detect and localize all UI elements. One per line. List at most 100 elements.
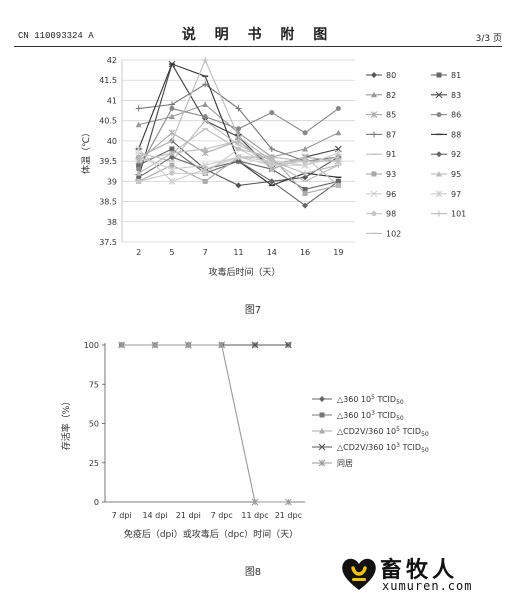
- data-point: [235, 153, 242, 161]
- legend-swatch-marker: [371, 171, 377, 177]
- heart-logo-icon: [342, 558, 376, 590]
- data-point: [302, 154, 309, 160]
- legend-label: 80: [386, 71, 396, 80]
- legend-label: 98: [386, 210, 396, 219]
- legend-label: 82: [386, 91, 396, 100]
- y-tick-label: 50: [89, 420, 99, 429]
- y-tick-label: 25: [89, 459, 99, 468]
- legend-label: △CD2V/360 103 TCID50: [337, 442, 429, 454]
- legend-item-82: 82: [366, 91, 396, 100]
- legend-swatch-marker: [318, 443, 326, 451]
- legend-item-97: 97: [431, 190, 461, 199]
- legend-item-3: △CD2V/360 103 TCID50: [312, 442, 429, 454]
- series-86: [136, 106, 341, 172]
- data-point: [168, 101, 175, 108]
- legend-label: 96: [386, 190, 396, 199]
- series-102: [135, 128, 342, 162]
- legend-swatch-marker: [436, 151, 442, 158]
- legend-swatch-marker: [370, 111, 378, 118]
- legend-label: 95: [451, 170, 461, 179]
- legend-item-4: 同居: [312, 459, 353, 468]
- data-point: [302, 186, 308, 192]
- legend-label: 85: [386, 111, 396, 120]
- legend-item-95: 95: [431, 170, 461, 179]
- data-point: [251, 341, 259, 349]
- legend-swatch-marker: [318, 459, 326, 467]
- logo-domain-text: xumuren.com: [382, 579, 473, 593]
- legend-item-92: 92: [431, 150, 461, 159]
- legend-item-0: △360 105 TCID50: [312, 394, 404, 406]
- legend-swatch-marker: [319, 428, 325, 434]
- data-point: [168, 177, 176, 185]
- data-point: [202, 81, 209, 88]
- data-point: [251, 498, 259, 506]
- data-point: [269, 110, 275, 116]
- data-point: [236, 126, 241, 132]
- legend-item-1: △360 103 TCID50: [312, 410, 404, 422]
- data-point: [284, 341, 292, 349]
- data-point: [302, 145, 309, 152]
- y-tick-label: 42: [107, 56, 117, 65]
- legend-item-88: 88: [431, 130, 461, 139]
- x-tick-label: 5: [169, 248, 174, 257]
- data-point: [335, 149, 342, 157]
- legend-label: 93: [386, 170, 396, 179]
- survival-line: [121, 344, 289, 503]
- data-point: [168, 137, 175, 144]
- legend-label: △360 105 TCID50: [337, 394, 404, 406]
- x-tick-label: 16: [300, 248, 310, 257]
- x-tick-label: 11 dpc: [241, 511, 268, 520]
- y-tick-label: 100: [84, 341, 99, 350]
- x-tick-label: 21 dpi: [176, 511, 201, 520]
- data-point: [202, 57, 209, 63]
- data-point: [136, 178, 142, 184]
- data-point: [302, 130, 308, 136]
- data-point: [302, 170, 309, 177]
- x-tick-label: 7: [203, 248, 208, 257]
- data-point: [168, 165, 176, 173]
- y-tick-label: 39: [107, 177, 117, 186]
- series-97: [135, 145, 342, 185]
- body-temperature-chart: 37.5 38 38.5 39 39.5 40 40.5 41 41.5 42 2 5 7 11 14 16 1…: [80, 56, 466, 316]
- data-point: [202, 101, 209, 107]
- data-point: [202, 145, 209, 152]
- data-point: [202, 170, 208, 176]
- logo-chinese-text: 畜牧人: [380, 558, 459, 583]
- legend-swatch-marker: [371, 91, 377, 98]
- data-point: [202, 114, 208, 120]
- series-101: [135, 57, 342, 177]
- legend-label: 86: [451, 111, 461, 120]
- data-point: [168, 154, 175, 161]
- y-tick-label: 41: [107, 96, 117, 105]
- y-tick-label: 41.5: [99, 76, 117, 85]
- legend-swatch-marker: [436, 171, 442, 177]
- legend-label: 同居: [337, 459, 353, 468]
- legend-label: 101: [451, 210, 466, 219]
- data-point: [268, 145, 275, 152]
- data-point: [235, 158, 242, 165]
- data-point: [302, 174, 309, 181]
- data-point: [135, 121, 142, 128]
- data-point: [335, 162, 342, 169]
- y-axis-label: 存活率（%）: [60, 397, 72, 451]
- data-point: [151, 341, 159, 349]
- data-point: [235, 133, 242, 140]
- legend-item-87: 87: [366, 130, 396, 139]
- data-point: [135, 170, 142, 176]
- legend-label: 83: [451, 91, 461, 100]
- legend-swatch-marker: [371, 72, 377, 78]
- legend-item-2: △CD2V/360 105 TCID50: [312, 426, 429, 438]
- y-tick-label: 75: [89, 380, 99, 389]
- data-point: [284, 498, 292, 506]
- legend-swatch-marker: [370, 190, 378, 198]
- legend-item-80: 80: [366, 71, 396, 80]
- data-point: [302, 202, 309, 209]
- data-point: [169, 106, 175, 112]
- legend-label: 102: [386, 229, 401, 238]
- y-tick-label: 37.5: [99, 238, 117, 247]
- legend-swatch-marker: [436, 72, 442, 78]
- data-point: [136, 166, 142, 172]
- y-tick-label: 40: [107, 137, 117, 146]
- legend-label: 92: [451, 150, 461, 159]
